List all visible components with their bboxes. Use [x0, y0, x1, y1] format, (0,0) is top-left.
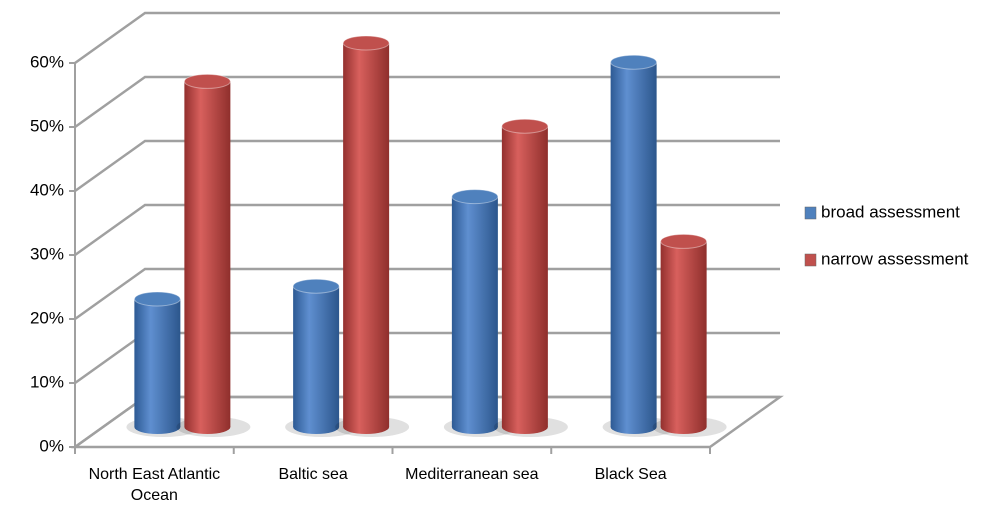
legend-label: broad assessment [821, 202, 960, 221]
x-tick-label: Black Sea [594, 466, 667, 483]
bar-top [183, 73, 231, 89]
bar [184, 81, 231, 428]
legend-swatch [804, 206, 817, 220]
y-tick-label: 60% [30, 52, 64, 71]
bar-top [610, 54, 658, 70]
bar [610, 62, 657, 427]
bar-top [451, 189, 499, 205]
bar [501, 126, 548, 427]
bar [451, 196, 498, 427]
y-tick-label: 0% [39, 436, 64, 455]
y-tick-label: 20% [30, 308, 64, 327]
bar-top [660, 233, 708, 249]
y-tick-label: 50% [30, 116, 64, 135]
grid-line [74, 203, 780, 257]
bar-top [133, 291, 181, 307]
grid-line [74, 267, 780, 321]
legend-swatch [804, 253, 817, 267]
bar-top [292, 278, 340, 294]
legend-label: narrow assessment [821, 249, 969, 268]
x-tick-label: Mediterranean sea [405, 466, 539, 483]
grid-line [74, 75, 780, 129]
bar [660, 241, 707, 427]
y-tick-label: 10% [30, 372, 64, 391]
bar [134, 299, 181, 427]
x-tick-label: Baltic sea [278, 466, 348, 483]
grid-line [74, 139, 780, 193]
y-tick-label: 40% [30, 180, 64, 199]
grid-line [74, 11, 780, 65]
bar-top [342, 35, 390, 51]
bar [343, 43, 390, 427]
bar [293, 286, 340, 427]
bar-top [501, 118, 549, 134]
x-tick-label: North East Atlantic Ocean [88, 466, 221, 504]
y-tick-label: 30% [30, 244, 64, 263]
